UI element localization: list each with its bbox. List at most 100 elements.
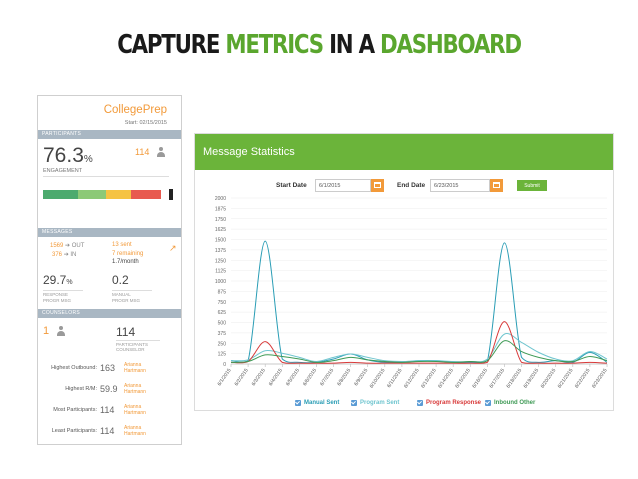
x-tick-label: 6/19/2015	[523, 368, 541, 390]
series-line-program-response	[230, 321, 608, 364]
x-tick-label: 6/17/2015	[488, 368, 506, 390]
y-tick-label: 0	[223, 362, 226, 368]
y-tick-label: 1125	[215, 269, 226, 275]
y-tick-label: 1625	[215, 227, 226, 233]
y-tick-label: 1250	[215, 258, 226, 264]
checkbox-icon[interactable]	[485, 400, 491, 406]
x-tick-label: 6/16/2015	[471, 368, 489, 390]
legend-label: Program Response	[426, 400, 482, 406]
y-tick-label: 875	[218, 289, 227, 295]
stat-row-highest-rm: Highest R/M: 59.9 Arianna Hartmann	[65, 383, 146, 395]
x-tick-label: 6/21/2015	[557, 368, 575, 390]
series-line-inbound-other	[230, 340, 608, 363]
messages-remaining: 7 remaining	[112, 251, 144, 257]
x-tick-label: 6/23/2015	[591, 368, 609, 390]
stat-row-most-participants: Most Participants: 114 Arianna Hartmann	[53, 404, 146, 416]
y-tick-label: 1875	[215, 206, 226, 212]
checkbox-icon[interactable]	[295, 400, 301, 406]
engagement-bar-segment-2	[105, 190, 132, 199]
stat-row-highest-outbound: Highest Outbound: 163 Arianna Hartmann	[51, 362, 146, 374]
y-tick-label: 125	[218, 352, 227, 358]
series-line-program-sent	[230, 333, 608, 363]
engagement-bar-end	[169, 189, 173, 200]
x-tick-label: 6/8/2015	[336, 368, 352, 388]
x-tick-label: 6/14/2015	[437, 368, 455, 390]
counselor-person-icon	[56, 326, 66, 336]
x-tick-label: 6/10/2015	[369, 368, 387, 390]
engagement-value: 76.3%	[43, 144, 93, 167]
x-tick-label: 6/20/2015	[540, 368, 558, 390]
panel-title: Message Statistics	[203, 146, 295, 158]
x-tick-label: 6/12/2015	[403, 368, 421, 390]
calendar-icon	[493, 182, 500, 188]
start-date-input[interactable]	[315, 179, 371, 192]
x-tick-label: 6/18/2015	[506, 368, 524, 390]
engagement-bar-segment-0	[43, 190, 79, 199]
messages-per-month: 1.7/month	[112, 259, 139, 265]
end-date-calendar-button[interactable]	[490, 179, 503, 192]
x-tick-label: 6/7/2015	[319, 368, 335, 388]
legend-item-program-response[interactable]: Program Response	[417, 400, 481, 406]
y-tick-label: 2000	[215, 196, 226, 202]
x-tick-label: 6/9/2015	[353, 368, 369, 388]
participants-section-header: PARTICIPANTS	[38, 130, 181, 139]
y-tick-label: 1375	[215, 248, 226, 254]
y-tick-label: 1500	[215, 238, 226, 244]
participant-count: 114	[135, 147, 150, 157]
title-word-capture: CAPTURE	[117, 30, 220, 60]
y-tick-label: 750	[218, 300, 227, 306]
engagement-label: ENGAGEMENT	[43, 168, 83, 174]
person-icon	[156, 147, 166, 157]
counselor-count: 1	[43, 325, 50, 337]
messages-in: 376 ➔ IN	[52, 252, 77, 258]
message-statistics-chart: 0 125 250 375 500 625 750 875 1000 1125 1250 1375 15…	[215, 196, 609, 390]
title-word-dashboard: DASHBOARD	[380, 30, 522, 60]
chart-legend: Manual Sent Program Sent Program Response I…	[195, 400, 613, 409]
x-tick-label: 6/1/2015	[217, 368, 233, 388]
title-word-in-a: IN A	[329, 30, 375, 60]
x-tick-label: 6/13/2015	[420, 368, 438, 390]
brand-name: CollegePrep	[103, 104, 167, 116]
y-tick-label: 1750	[215, 217, 226, 223]
y-tick-label: 375	[218, 331, 227, 337]
y-tick-label: 250	[218, 341, 227, 347]
slide-title: CAPTURE METRICS IN A DASHBOARD	[57, 30, 580, 60]
divider	[43, 176, 169, 177]
trend-icon[interactable]: ↗	[169, 243, 177, 253]
participants-per-counselor-value: 114	[116, 325, 136, 339]
manual-value: 0.2	[112, 273, 129, 287]
end-date-label: End Date	[397, 182, 426, 189]
manual-label: MANUAL PROGR MSG	[112, 290, 152, 303]
legend-item-inbound-other[interactable]: Inbound Other	[485, 400, 535, 406]
x-tick-label: 6/3/2015	[251, 368, 267, 388]
x-tick-label: 6/6/2015	[302, 368, 318, 388]
messages-sent: 13 sent	[112, 242, 132, 248]
submit-button[interactable]: Submit	[517, 180, 547, 191]
y-tick-label: 500	[218, 321, 227, 327]
start-date-label: Start: 02/15/2015	[124, 120, 167, 126]
end-date-input[interactable]	[430, 179, 490, 192]
legend-label: Manual Sent	[304, 400, 340, 406]
legend-label: Inbound Other	[494, 400, 536, 406]
legend-label: Program Sent	[360, 400, 400, 406]
start-date-calendar-button[interactable]	[371, 179, 384, 192]
engagement-bar-segment-1	[78, 190, 106, 199]
x-tick-label: 6/15/2015	[454, 368, 472, 390]
engagement-bar-segment-3	[131, 190, 162, 199]
x-tick-label: 6/22/2015	[574, 368, 592, 390]
x-tick-label: 6/11/2015	[386, 368, 404, 390]
calendar-icon	[374, 182, 381, 188]
panel-header: Message Statistics	[195, 134, 613, 170]
response-value: 29.7%	[43, 273, 73, 287]
engagement-bar	[43, 190, 169, 199]
legend-item-manual-sent[interactable]: Manual Sent	[295, 400, 339, 406]
x-tick-label: 6/2/2015	[234, 368, 250, 388]
checkbox-icon[interactable]	[417, 400, 423, 406]
legend-item-program-sent[interactable]: Program Sent	[351, 400, 399, 406]
x-tick-label: 6/4/2015	[268, 368, 284, 388]
messages-section-header: MESSAGES	[38, 228, 181, 237]
participants-per-counselor-label: PARTICIPANTS COUNSELOR	[116, 340, 160, 352]
checkbox-icon[interactable]	[351, 400, 357, 406]
start-date-label: Start Date	[276, 182, 307, 189]
y-tick-label: 625	[218, 310, 227, 316]
